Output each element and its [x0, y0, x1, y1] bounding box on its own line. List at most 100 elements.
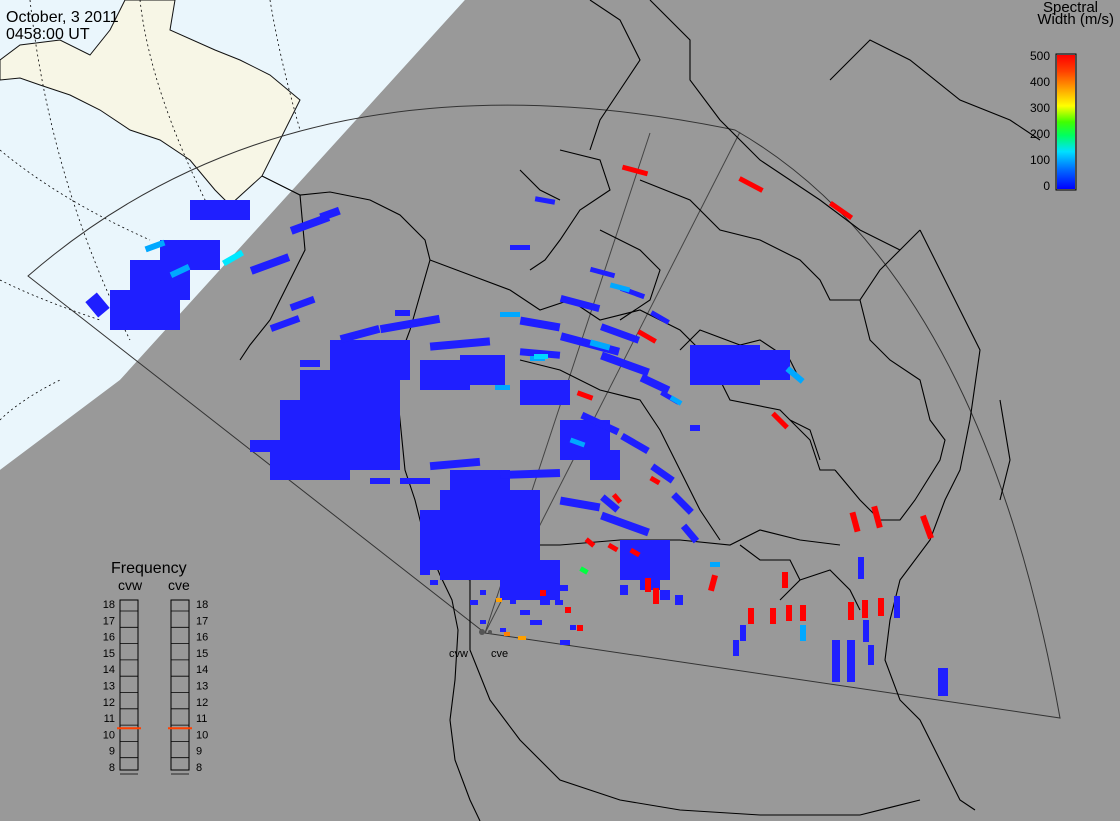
- radar-cell: [289, 213, 331, 235]
- freq-scale-label: 13: [103, 681, 115, 693]
- radar-cell: [894, 596, 900, 618]
- radar-cell: [319, 206, 341, 222]
- radar-cell: [420, 510, 480, 570]
- radar-fov-outline: [27, 104, 1061, 719]
- radar-cell: [708, 574, 718, 592]
- freq-scale-label: 14: [196, 664, 208, 676]
- radar-cell: [771, 411, 789, 430]
- radar-cell: [577, 625, 583, 631]
- radar-cell: [738, 176, 764, 193]
- radar-cell: [85, 292, 110, 318]
- radar-cell: [607, 542, 619, 553]
- freq-scale-label: 17: [196, 615, 208, 627]
- radar-cell: [565, 607, 571, 613]
- radar-cell: [269, 315, 301, 332]
- radar-cell: [650, 463, 675, 484]
- freq-scale-label: 15: [196, 648, 208, 660]
- freq-scale-label: 12: [103, 697, 115, 709]
- radar-cell: [862, 600, 868, 618]
- radar-cell: [649, 475, 661, 486]
- colorbar-tick-label: 400: [1030, 75, 1050, 89]
- radar-cell: [609, 282, 631, 293]
- radar-cell: [690, 425, 700, 431]
- radar-cell: [379, 314, 441, 334]
- radar-cell: [800, 605, 806, 621]
- radar-cell: [740, 350, 790, 380]
- radar-cell: [470, 600, 478, 605]
- radar-cell: [675, 595, 683, 605]
- freq-scale-label: 16: [103, 632, 115, 644]
- radar-cell: [339, 324, 381, 344]
- freq-scale-label: 12: [196, 697, 208, 709]
- frequency-title: Frequency: [111, 560, 187, 577]
- radar-cell: [250, 440, 270, 452]
- radar-cell: [669, 395, 683, 406]
- radar-cell: [559, 496, 601, 512]
- radar-cell: [518, 636, 526, 640]
- radar-cell: [584, 537, 596, 548]
- radar-cell: [520, 380, 570, 405]
- radar-cell: [710, 562, 720, 567]
- radar-cell: [832, 640, 840, 682]
- radar-cell: [828, 200, 854, 221]
- radar-cell: [450, 470, 510, 500]
- radar-cell: [589, 339, 611, 351]
- freq-scale-label: 8: [109, 762, 115, 774]
- colorbar-title-line2: Width (m/s): [1037, 11, 1114, 28]
- radar-cell: [629, 547, 641, 558]
- radar-cell: [620, 540, 670, 580]
- freq-scale-label: 11: [196, 713, 207, 725]
- radar-cell: [569, 437, 586, 448]
- radar-cell: [645, 578, 651, 592]
- radar-cell: [630, 560, 638, 570]
- site-label-cve: cve: [491, 648, 509, 660]
- freq-scale-label: 9: [109, 746, 115, 758]
- freq-scale-label: 15: [103, 648, 115, 660]
- radar-cell: [570, 625, 576, 630]
- radar-cell: [400, 478, 430, 484]
- colorbar: 500 400 300 200 100 0: [1030, 49, 1077, 193]
- radar-cell: [420, 360, 470, 390]
- radar-cell: [534, 354, 548, 359]
- radar-cell: [576, 390, 594, 401]
- radar-cell: [920, 514, 934, 540]
- frequency-cvw-label: cvw: [118, 577, 143, 593]
- frequency-panel: 18 18 17 17 16 16 15 15 14 14 13 13 12 12 11 11 10 10 9 9 8 8: [103, 599, 208, 775]
- radar-cell: [579, 566, 589, 575]
- radar-cell: [540, 590, 546, 596]
- radar-cell: [330, 340, 410, 380]
- radar-cell: [169, 264, 191, 278]
- radar-cell: [480, 590, 486, 595]
- radar-cell: [500, 628, 506, 632]
- radar-cell: [637, 329, 657, 344]
- radar-cell: [600, 511, 650, 537]
- radar-cell: [221, 249, 245, 267]
- freq-scale-label: 8: [196, 762, 202, 774]
- site-label-cvw: cvw: [449, 648, 468, 660]
- radar-cell: [863, 620, 869, 642]
- radar-cell: [429, 337, 491, 351]
- colorbar-gradient: [1057, 55, 1075, 189]
- radar-cell: [430, 580, 438, 585]
- radar-cell: [660, 590, 670, 600]
- radar-cell: [589, 266, 616, 279]
- colorbar-tick-label: 100: [1030, 153, 1050, 167]
- radar-cell: [555, 600, 563, 605]
- freq-gauge-cvw: [119, 599, 139, 771]
- radar-cell: [144, 239, 166, 253]
- radar-cell: [495, 385, 510, 390]
- frequency-cve-label: cve: [168, 577, 190, 593]
- radar-cell: [733, 640, 739, 656]
- colorbar-tick-label: 500: [1030, 49, 1050, 63]
- radar-cell: [680, 523, 700, 544]
- freq-scale-label: 18: [196, 599, 208, 611]
- radar-cell: [770, 608, 776, 624]
- radar-cell: [848, 602, 854, 620]
- radar-cell: [590, 450, 620, 480]
- freq-scale-label: 13: [196, 681, 208, 693]
- radar-cell: [540, 600, 550, 605]
- radar-cell: [600, 323, 640, 344]
- date-label: October, 3 2011: [6, 9, 119, 26]
- radar-cell: [500, 560, 560, 600]
